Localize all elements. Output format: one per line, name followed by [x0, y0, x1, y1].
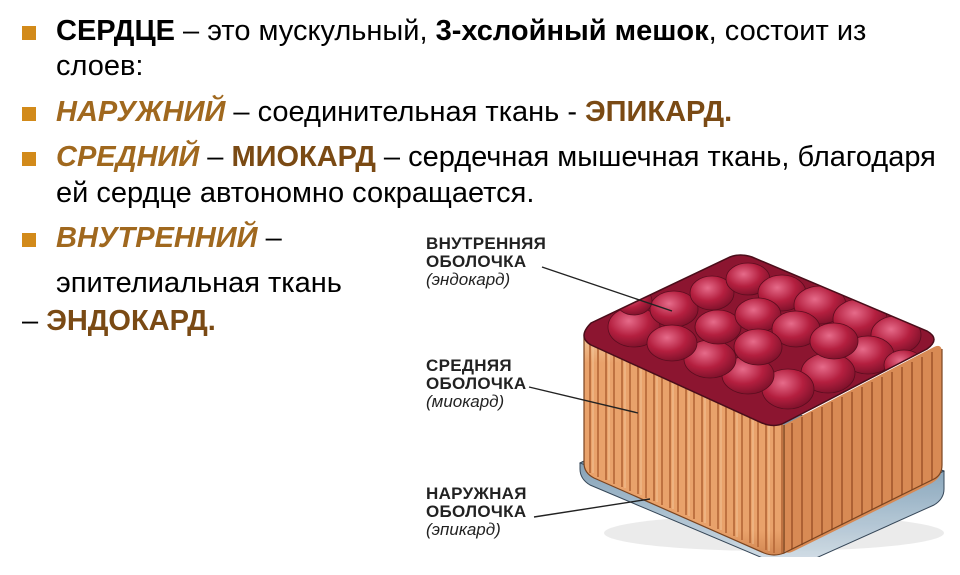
- text-run: –: [258, 222, 282, 254]
- term-inner: ВНУТРЕННИЙ: [56, 222, 258, 254]
- list-item: ВНУТРЕННИЙ –: [22, 221, 451, 256]
- label-title: НАРУЖНАЯ: [426, 485, 527, 503]
- text-run: –: [22, 305, 46, 337]
- text-run: –: [199, 141, 231, 173]
- list-item: СЕРДЦЕ – это мускульный, 3-хслойный мешо…: [22, 14, 940, 85]
- term-endocard: ЭНДОКАРД.: [46, 305, 216, 337]
- diagram-label-outer: НАРУЖНАЯ ОБОЛОЧКА (эпикард): [426, 485, 527, 539]
- label-sub: (миокард): [426, 393, 526, 411]
- diagram-label-inner: ВНУТРЕННЯЯ ОБОЛОЧКА (эндокард): [426, 235, 546, 289]
- term-outer: НАРУЖНИЙ: [56, 96, 225, 128]
- diagram-label-middle: СРЕДНЯЯ ОБОЛОЧКА (миокард): [426, 357, 526, 411]
- label-sub: (эпикард): [426, 521, 527, 539]
- heart-wall-diagram: ВНУТРЕННЯЯ ОБОЛОЧКА (эндокард) СРЕДНЯЯ О…: [424, 227, 946, 557]
- label-title: ОБОЛОЧКА: [426, 253, 546, 271]
- slide: СЕРДЦЕ – это мускульный, 3-хслойный мешо…: [0, 0, 960, 575]
- bullet-list: СЕРДЦЕ – это мускульный, 3-хслойный мешо…: [0, 0, 960, 256]
- list-item: СРЕДНИЙ – МИОКАРД – сердечная мышечная т…: [22, 140, 940, 211]
- text-run: – это мускульный,: [175, 15, 436, 47]
- term-3layer: 3-хслойный мешок: [436, 15, 709, 47]
- label-title: ОБОЛОЧКА: [426, 375, 526, 393]
- label-sub: (эндокард): [426, 271, 546, 289]
- text-run: – соединительная ткань -: [225, 96, 585, 128]
- term-myocard: МИОКАРД: [231, 141, 375, 173]
- term-middle: СРЕДНИЙ: [56, 141, 199, 173]
- list-item: НАРУЖНИЙ – соединительная ткань - ЭПИКАР…: [22, 95, 940, 130]
- term-heart: СЕРДЦЕ: [56, 15, 175, 47]
- label-title: СРЕДНЯЯ: [426, 357, 526, 375]
- term-epicard: ЭПИКАРД.: [585, 96, 732, 128]
- label-title: ОБОЛОЧКА: [426, 503, 527, 521]
- text-run: эпителиальная ткань: [56, 267, 342, 299]
- label-title: ВНУТРЕННЯЯ: [426, 235, 546, 253]
